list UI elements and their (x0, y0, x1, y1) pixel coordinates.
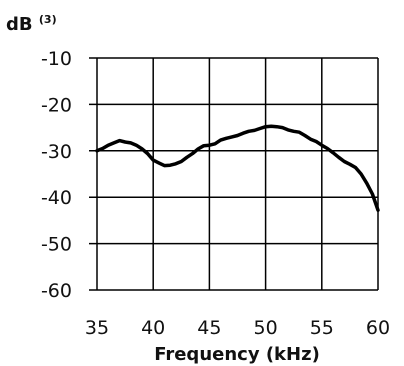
x-axis-label: Frequency (kHz) (154, 344, 320, 365)
x-tick-label-0: 35 (85, 317, 109, 339)
y-tick-label-4: -50 (41, 234, 72, 256)
y-axis-label: dB (6, 14, 33, 35)
y-tick-labels: -10 -20 -30 -40 -50 -60 (41, 48, 72, 302)
chart-series (95, 124, 380, 212)
x-tick-labels: 35 40 45 50 55 60 (85, 317, 390, 339)
chart-grid (89, 57, 379, 291)
y-tick-label-0: -10 (41, 48, 72, 70)
x-tick-label-4: 55 (310, 317, 334, 339)
series-line-0 (95, 124, 380, 212)
y-tick-label-5: -60 (41, 280, 72, 302)
svg-text:dB (3): dB (3) (6, 13, 57, 35)
y-tick-label-3: -40 (41, 187, 72, 209)
y-tick-label-2: -30 (41, 141, 72, 163)
x-tick-label-3: 50 (254, 317, 278, 339)
y-tick-label-1: -20 (41, 94, 72, 116)
y-axis-label-superscript: (3) (39, 13, 57, 26)
y-axis-title: dB (3) (6, 13, 57, 35)
x-tick-label-2: 45 (197, 317, 221, 339)
x-tick-label-1: 40 (141, 317, 165, 339)
x-tick-label-5: 60 (366, 317, 390, 339)
